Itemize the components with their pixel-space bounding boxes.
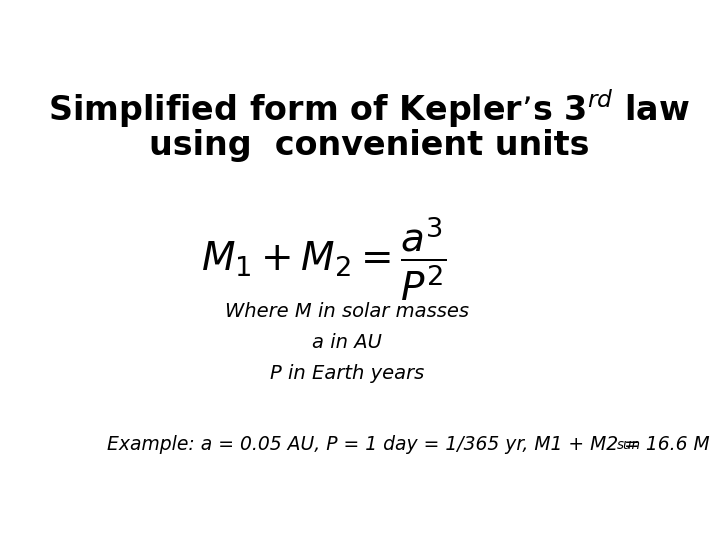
Text: Where M in solar masses: Where M in solar masses [225,302,469,321]
Text: using  convenient units: using convenient units [149,129,589,162]
Text: Example: a = 0.05 AU, P = 1 day = 1/365 yr, M1 + M2 = 16.6 M: Example: a = 0.05 AU, P = 1 day = 1/365 … [107,435,709,454]
Text: sun: sun [617,438,642,452]
Text: $M_{1} + M_{2} = \dfrac{a^{3}}{P^{2}}$: $M_{1} + M_{2} = \dfrac{a^{3}}{P^{2}}$ [202,214,447,303]
Text: a in AU: a in AU [312,333,382,352]
Text: P in Earth years: P in Earth years [269,364,424,383]
Text: Simplified form of Kepler’s 3$^{rd}$ law: Simplified form of Kepler’s 3$^{rd}$ law [48,87,690,130]
